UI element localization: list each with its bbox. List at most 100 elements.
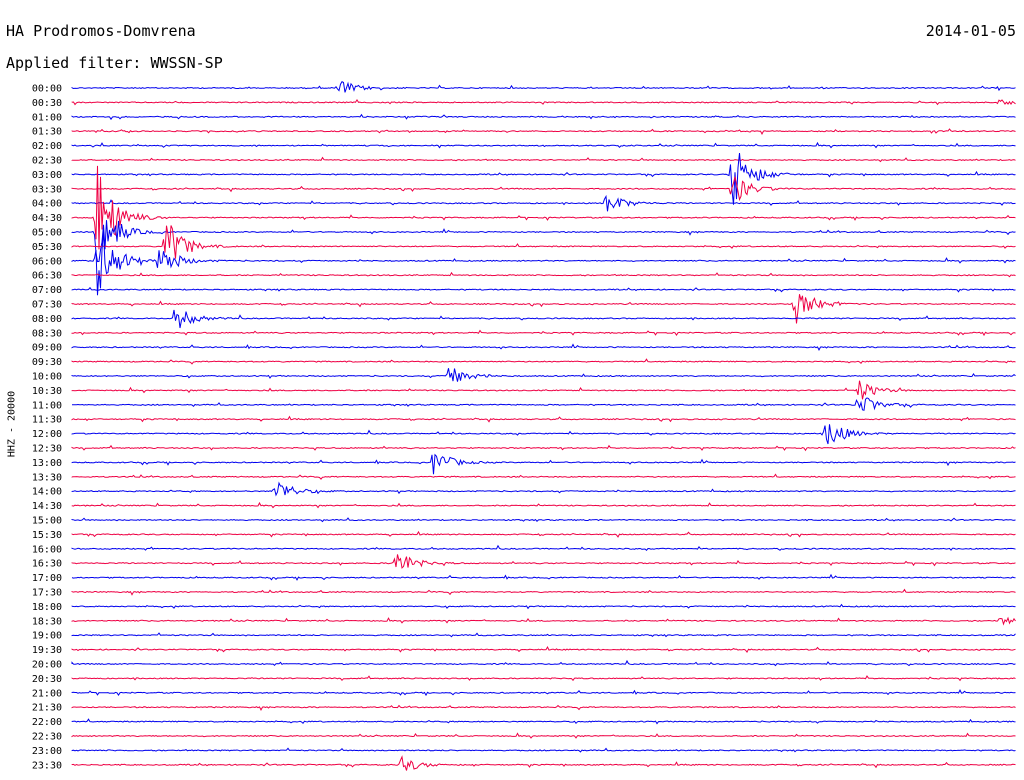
- time-tick-label: 05:00: [32, 228, 62, 239]
- time-tick-label: 13:30: [32, 472, 62, 483]
- trace-line: [71, 632, 1016, 638]
- time-tick-label: 18:30: [32, 616, 62, 627]
- trace-line: [71, 424, 1016, 445]
- time-tick-label: 09:30: [32, 357, 62, 368]
- trace-line: [71, 220, 1016, 263]
- time-tick-label: 12:00: [32, 429, 62, 440]
- time-tick-label: 17:00: [32, 573, 62, 584]
- trace-line: [71, 380, 1016, 400]
- trace-line: [71, 755, 1016, 771]
- trace-line: [71, 176, 1016, 202]
- time-tick-label: 15:30: [32, 530, 62, 541]
- time-tick-label: 04:30: [32, 213, 62, 224]
- trace-line: [71, 98, 1016, 106]
- trace-line: [71, 544, 1016, 552]
- trace-line: [71, 286, 1016, 293]
- time-tick-label: 16:30: [32, 559, 62, 570]
- time-tick-label: 19:30: [32, 645, 62, 656]
- time-tick-label: 08:30: [32, 328, 62, 339]
- time-tick-label: 02:30: [32, 156, 62, 167]
- time-tick-label: 18:00: [32, 602, 62, 613]
- trace-line: [71, 225, 1016, 259]
- station-title: HA Prodromos-Domvrena: [6, 22, 196, 40]
- time-tick-label: 09:00: [32, 343, 62, 354]
- time-tick-label: 04:00: [32, 199, 62, 210]
- trace-line: [71, 343, 1016, 351]
- time-tick-label: 23:00: [32, 746, 62, 757]
- time-tick-label: 06:30: [32, 271, 62, 282]
- trace-line: [71, 309, 1016, 329]
- time-tick-label: 01:00: [32, 112, 62, 123]
- trace-line: [71, 231, 1016, 296]
- trace-line: [71, 732, 1016, 739]
- trace-line: [71, 294, 1016, 324]
- trace-line: [71, 156, 1016, 163]
- trace-line: [71, 688, 1016, 697]
- time-tick-label: 12:30: [32, 444, 62, 455]
- time-tick-label: 20:30: [32, 674, 62, 685]
- trace-line: [71, 659, 1016, 667]
- time-tick-label: 13:00: [32, 458, 62, 469]
- time-tick-label: 01:30: [32, 127, 62, 138]
- trace-line: [71, 271, 1016, 278]
- time-tick-label: 06:00: [32, 256, 62, 267]
- time-tick-label: 11:30: [32, 415, 62, 426]
- trace-line: [71, 152, 1016, 205]
- trace-line: [71, 718, 1016, 725]
- trace-line: [71, 113, 1016, 121]
- trace-line: [71, 128, 1016, 135]
- time-tick-label: 22:30: [32, 732, 62, 743]
- trace-line: [71, 358, 1016, 365]
- trace-line: [71, 530, 1016, 538]
- time-tick-label: 16:00: [32, 544, 62, 555]
- trace-line: [71, 444, 1016, 452]
- trace-line: [71, 453, 1016, 475]
- trace-line: [71, 675, 1016, 682]
- trace-line: [71, 573, 1016, 581]
- trace-line: [71, 646, 1016, 654]
- trace-line: [71, 415, 1016, 423]
- time-tick-label: 05:30: [32, 242, 62, 253]
- trace-line: [71, 603, 1016, 610]
- time-tick-label: 23:30: [32, 760, 62, 771]
- time-tick-label: 07:00: [32, 285, 62, 296]
- trace-line: [71, 747, 1016, 753]
- time-tick-label: 20:00: [32, 660, 62, 671]
- time-tick-label: 07:30: [32, 300, 62, 311]
- time-tick-label: 11:00: [32, 400, 62, 411]
- header-title-block: HA Prodromos-Domvrena Applied filter: WW…: [6, 20, 223, 74]
- time-tick-label: 21:00: [32, 688, 62, 699]
- time-tick-label: 19:00: [32, 631, 62, 642]
- trace-line: [71, 616, 1016, 626]
- time-tick-label: 10:00: [32, 372, 62, 383]
- time-tick-label: 08:00: [32, 314, 62, 325]
- time-tick-label: 00:30: [32, 98, 62, 109]
- trace-line: [71, 194, 1016, 212]
- trace-line: [71, 473, 1016, 480]
- trace-line: [72, 397, 1016, 411]
- trace-line: [71, 81, 1016, 93]
- date-label: 2014-01-05: [925, 22, 1016, 40]
- trace-line: [71, 517, 1016, 523]
- trace-line: [71, 704, 1016, 711]
- trace-line: [71, 501, 1016, 509]
- time-tick-label: 10:30: [32, 386, 62, 397]
- trace-line: [71, 554, 1016, 569]
- trace-line: [71, 329, 1016, 337]
- time-tick-label: 17:30: [32, 588, 62, 599]
- time-tick-label: 14:30: [32, 501, 62, 512]
- time-tick-label: 03:00: [32, 170, 62, 181]
- time-tick-label: 15:00: [32, 516, 62, 527]
- time-tick-label: 00:00: [32, 84, 62, 95]
- trace-line: [71, 141, 1016, 149]
- time-tick-label: 14:00: [32, 487, 62, 498]
- time-tick-label: 02:00: [32, 141, 62, 152]
- time-tick-label: 22:00: [32, 717, 62, 728]
- filter-label: Applied filter: WWSSN-SP: [6, 54, 223, 72]
- time-tick-label: 03:30: [32, 184, 62, 195]
- trace-line: [71, 588, 1016, 596]
- trace-line: [71, 165, 1016, 250]
- time-tick-label: 21:30: [32, 703, 62, 714]
- trace-line: [71, 481, 1016, 497]
